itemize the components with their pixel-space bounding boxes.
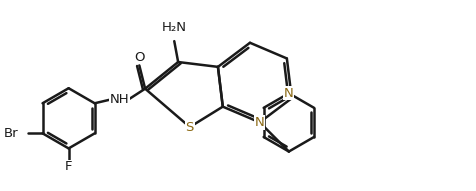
Text: S: S bbox=[186, 121, 194, 134]
Text: NH: NH bbox=[110, 93, 130, 106]
Text: Br: Br bbox=[4, 127, 18, 140]
Text: N: N bbox=[255, 116, 265, 129]
Text: O: O bbox=[134, 51, 145, 64]
Text: N: N bbox=[284, 87, 294, 100]
Text: F: F bbox=[65, 160, 72, 173]
Text: H₂N: H₂N bbox=[162, 21, 187, 34]
